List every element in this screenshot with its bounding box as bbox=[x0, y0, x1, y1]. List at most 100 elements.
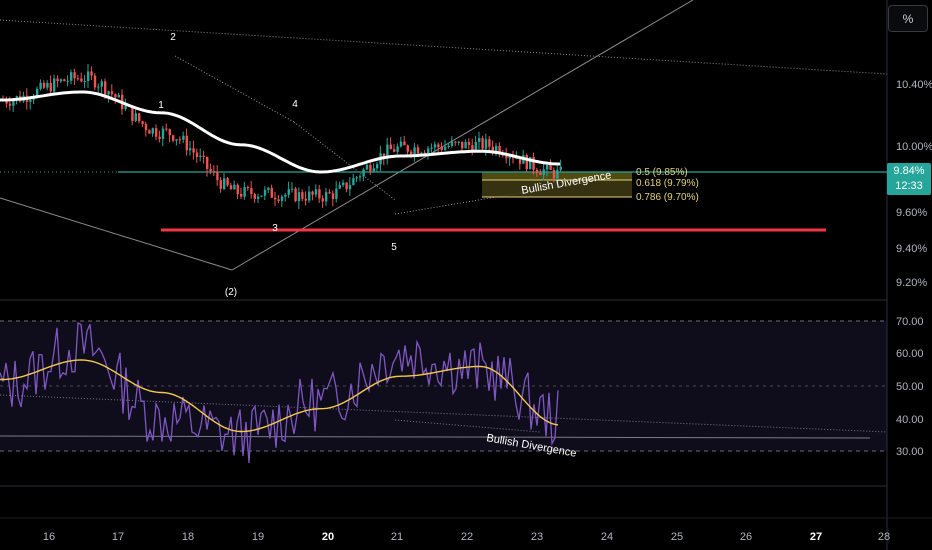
candle-body bbox=[148, 130, 151, 134]
candle-body bbox=[420, 152, 423, 154]
candle-body bbox=[342, 182, 345, 186]
candle-body bbox=[427, 148, 430, 153]
wave-label-4: 4 bbox=[292, 99, 298, 110]
candle-body bbox=[270, 187, 273, 198]
candle-body bbox=[488, 139, 491, 147]
candle-body bbox=[389, 144, 392, 150]
candle-body bbox=[423, 152, 426, 154]
candle-body bbox=[192, 148, 195, 153]
candle-body bbox=[195, 152, 199, 158]
candle-body bbox=[399, 141, 403, 147]
candle-body bbox=[393, 149, 396, 152]
candle-body bbox=[49, 82, 52, 92]
candle-body bbox=[505, 155, 508, 159]
candle-body bbox=[46, 82, 49, 88]
time-axis-tick: 27 bbox=[810, 531, 822, 543]
candle-body bbox=[308, 191, 311, 201]
time-axis-tick: 24 bbox=[601, 531, 613, 543]
candle-body bbox=[223, 178, 226, 189]
candle-body bbox=[491, 146, 494, 151]
candle-body bbox=[437, 144, 440, 148]
candle-body bbox=[304, 198, 307, 201]
candle-body bbox=[525, 155, 528, 170]
candle-body bbox=[70, 72, 73, 81]
candle-body bbox=[39, 82, 42, 89]
candle-body bbox=[83, 80, 86, 82]
percent-scale-button[interactable]: % bbox=[888, 5, 928, 32]
candle-body bbox=[359, 176, 362, 178]
candle-body bbox=[100, 81, 103, 87]
candle-body bbox=[440, 147, 443, 150]
candle-body bbox=[212, 171, 216, 173]
candle-body bbox=[318, 189, 321, 199]
candle-body bbox=[87, 71, 90, 81]
candle-body bbox=[124, 105, 127, 110]
candle-body bbox=[243, 186, 246, 197]
candle-body bbox=[549, 164, 552, 170]
candle-body bbox=[151, 128, 154, 134]
candle-body bbox=[138, 113, 141, 122]
candle-body bbox=[216, 172, 219, 181]
candle-body bbox=[348, 185, 352, 190]
candle-body bbox=[36, 88, 39, 98]
time-axis-tick: 26 bbox=[740, 531, 752, 543]
candle-body bbox=[471, 145, 474, 152]
candle-body bbox=[257, 196, 260, 199]
candle-body bbox=[246, 186, 250, 189]
candle-body bbox=[29, 99, 32, 102]
candle-body bbox=[8, 103, 12, 106]
candle-body bbox=[284, 194, 287, 197]
candle-body bbox=[331, 193, 335, 199]
candle-body bbox=[172, 135, 175, 141]
candle-body bbox=[141, 121, 144, 125]
candle-body bbox=[277, 199, 280, 201]
candle-body bbox=[202, 155, 205, 157]
candle-body bbox=[311, 191, 314, 195]
candle-body bbox=[253, 194, 256, 199]
candle-body bbox=[165, 128, 168, 130]
candle-body bbox=[454, 141, 457, 143]
candle-body bbox=[338, 185, 341, 189]
candle-body bbox=[42, 82, 46, 88]
candle-body bbox=[512, 156, 515, 159]
candle-body bbox=[226, 178, 229, 186]
candle-body bbox=[352, 178, 355, 186]
candle-body bbox=[80, 78, 83, 82]
rsi-trend-line-1 bbox=[0, 394, 888, 433]
candle-body bbox=[314, 189, 318, 195]
time-axis-tick: 22 bbox=[461, 531, 473, 543]
time-axis-tick: 28 bbox=[878, 531, 890, 543]
rsi-divergence-line bbox=[394, 419, 541, 433]
candle-body bbox=[267, 187, 270, 190]
candle-body bbox=[161, 128, 165, 139]
candle-body bbox=[294, 188, 297, 202]
candle-body bbox=[495, 145, 498, 151]
candle-body bbox=[114, 94, 117, 98]
candle-body bbox=[250, 188, 253, 195]
candle-body bbox=[325, 192, 328, 202]
candle-body bbox=[117, 94, 120, 98]
bar-countdown: 12:33 bbox=[895, 180, 923, 192]
candle-body bbox=[403, 141, 406, 146]
candle-body bbox=[66, 80, 69, 82]
rsi-ma-line bbox=[0, 359, 559, 433]
rsi-trend-line-2 bbox=[0, 435, 871, 439]
candle-body bbox=[63, 79, 66, 82]
candle-body bbox=[76, 78, 80, 80]
rsi-axis-tick: 30.00 bbox=[896, 446, 924, 458]
candle-body bbox=[131, 106, 134, 121]
candle-body bbox=[542, 169, 545, 175]
candle-body bbox=[386, 144, 389, 159]
candle-body bbox=[12, 100, 15, 106]
candle-body bbox=[518, 158, 522, 164]
candle-body bbox=[478, 138, 481, 142]
candle-body bbox=[362, 169, 365, 177]
candle-body bbox=[110, 91, 114, 95]
candle-body bbox=[260, 195, 263, 197]
candle-body bbox=[301, 192, 304, 199]
lower-trend-line-right bbox=[231, 0, 694, 271]
candle-body bbox=[182, 135, 185, 140]
candle-body bbox=[93, 75, 97, 88]
time-axis-tick: 17 bbox=[112, 531, 124, 543]
